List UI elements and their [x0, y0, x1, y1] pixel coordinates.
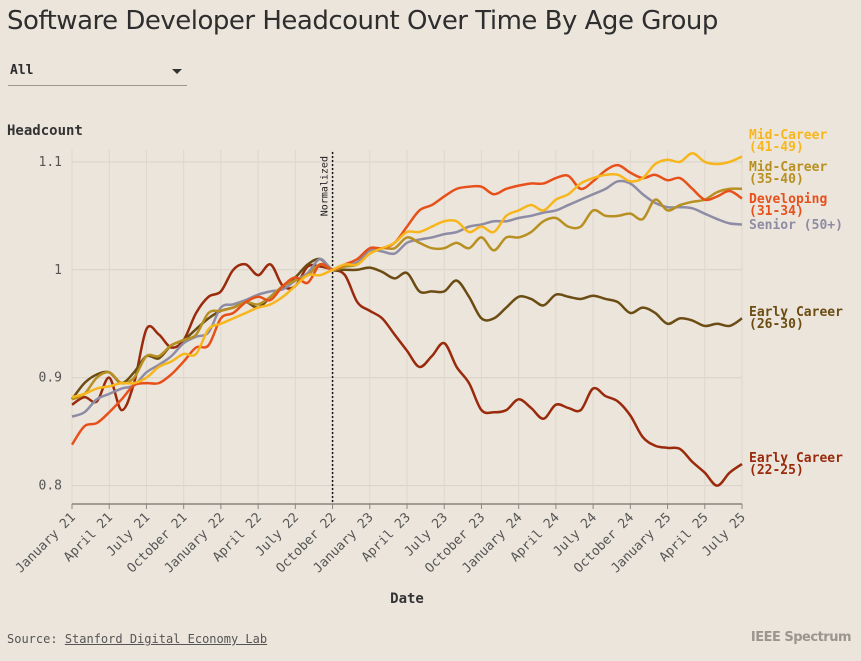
legend-label: Mid-Career (41-49)	[749, 128, 828, 155]
y-tick-label: 0.9	[39, 371, 62, 386]
legend-label: Senior (50+)	[749, 218, 843, 233]
chart-title: Software Developer Headcount Over Time B…	[7, 6, 718, 36]
source-link[interactable]: Stanford Digital Economy Lab	[64, 632, 268, 646]
x-axis-title: Date	[390, 591, 424, 607]
y-tick-label: 1	[54, 263, 62, 278]
dropdown-arrow	[172, 69, 182, 74]
legend-label: Early Career (22-25)	[749, 451, 843, 478]
x-tick-label: January 21	[13, 510, 79, 576]
series-line	[71, 187, 743, 401]
series-line	[71, 151, 743, 399]
source-label: Source:	[7, 632, 58, 646]
y-tick-label: 1.1	[39, 155, 62, 170]
legend-label: Developing (31-34)	[749, 192, 828, 219]
source: Source: Stanford Digital Economy Lab	[7, 632, 267, 646]
series-line	[71, 179, 743, 418]
y-tick-label: 0.8	[39, 479, 62, 494]
legend-label: Mid-Career (35-40)	[749, 160, 828, 187]
brand-logo: IEEE Spectrum	[750, 630, 852, 645]
y-axis-title: Headcount	[7, 123, 83, 139]
filter-dropdown[interactable]: All	[8, 58, 187, 86]
series-line	[70, 163, 743, 446]
annotation-label: Normalized	[320, 156, 331, 216]
filter-value: All	[10, 63, 34, 78]
legend-label: Early Career (26-30)	[749, 305, 843, 332]
